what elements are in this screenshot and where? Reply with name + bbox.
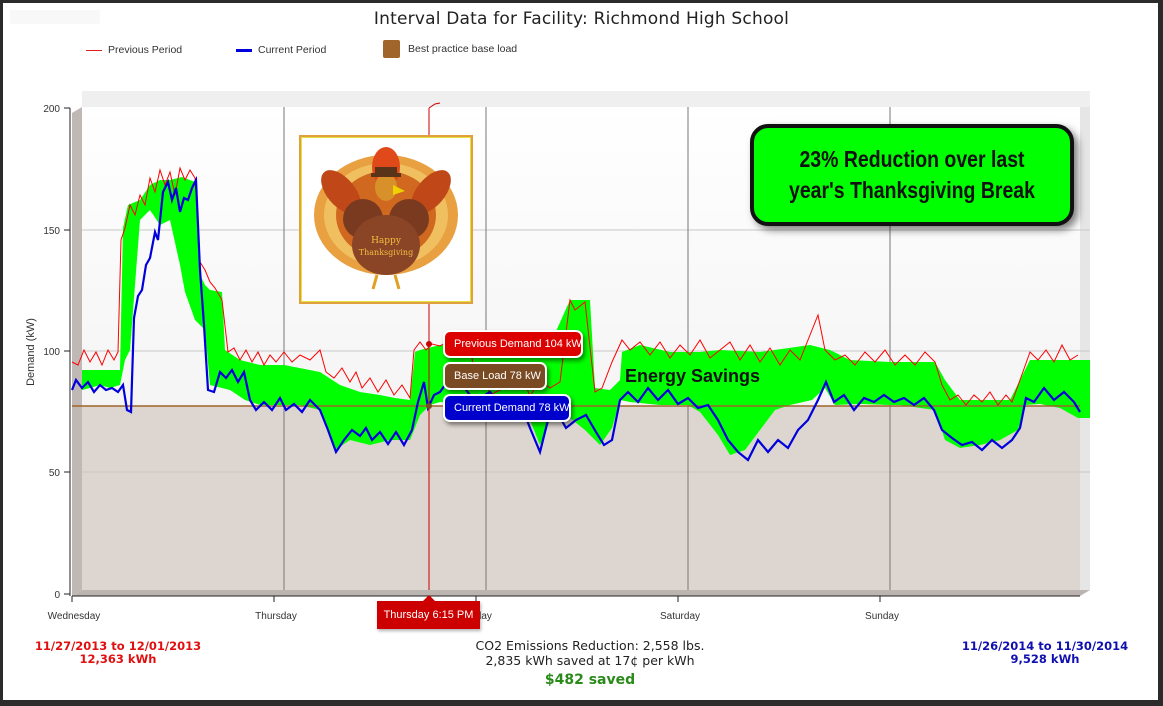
legend-label: Best practice base load xyxy=(408,43,518,55)
svg-text:Happy: Happy xyxy=(371,236,402,246)
savings-summary: CO2 Emissions Reduction: 2,558 lbs. 2,83… xyxy=(420,638,760,688)
x-tick-wednesday: Wednesday xyxy=(48,611,101,622)
previous-range: 11/27/2013 to 12/01/2013 xyxy=(34,639,202,653)
y-tick-0: 0 xyxy=(54,590,60,601)
current-period-summary: 11/26/2014 to 11/30/2014 9,528 kWh xyxy=(955,640,1135,666)
callout-line-1: 23% Reduction over last xyxy=(799,146,1025,172)
chart-title: Interval Data for Facility: Richmond Hig… xyxy=(373,9,790,29)
plot-floor xyxy=(72,590,1090,596)
kwh-saved: 2,835 kWh saved at 17¢ per kWh xyxy=(485,653,695,668)
thanksgiving-turkey-image: Happy Thanksgiving xyxy=(299,135,473,304)
brown-square-icon xyxy=(383,40,400,58)
plot-left-wall xyxy=(72,107,82,596)
crosshair-time-label: Thursday 6:15 PM xyxy=(377,595,480,629)
y-tick-100: 100 xyxy=(43,347,60,358)
logo-watermark xyxy=(10,10,100,24)
turkey-icon: Happy Thanksgiving xyxy=(314,147,458,290)
blue-line-icon xyxy=(236,48,252,52)
co2-reduction: CO2 Emissions Reduction: 2,558 lbs. xyxy=(475,638,705,653)
legend-item-current[interactable]: Current Period xyxy=(236,44,326,56)
previous-kwh: 12,363 kWh xyxy=(79,652,157,666)
plot-top-wall xyxy=(82,91,1090,107)
legend-label: Current Period xyxy=(258,44,327,56)
current-range: 11/26/2014 to 11/30/2014 xyxy=(961,639,1129,653)
x-tick-thursday: Thursday xyxy=(255,611,297,622)
tooltip-base-load: Base Load 78 kW xyxy=(443,362,547,390)
current-kwh: 9,528 kWh xyxy=(1010,652,1080,666)
x-tick-saturday: Saturday xyxy=(660,611,700,622)
previous-point-marker xyxy=(426,341,432,347)
callout-line-2: year's Thanksgiving Break xyxy=(789,177,1035,203)
energy-savings-label: Energy Savings xyxy=(625,366,761,386)
dollars-saved: $482 saved xyxy=(544,672,636,688)
reduction-callout: 23% Reduction over last year's Thanksgiv… xyxy=(750,124,1074,226)
x-tick-sunday: Sunday xyxy=(865,611,899,622)
y-tick-50: 50 xyxy=(49,468,61,479)
energy-savings-area xyxy=(82,177,1090,455)
legend-item-base-load[interactable]: Best practice base load xyxy=(383,40,517,58)
current-point-marker xyxy=(426,403,432,409)
svg-text:Thanksgiving: Thanksgiving xyxy=(359,248,413,257)
tooltip-current-demand: Current Demand 78 kW xyxy=(443,394,571,422)
red-line-icon xyxy=(86,49,102,51)
legend-label: Previous Period xyxy=(108,44,183,56)
previous-period-summary: 11/27/2013 to 12/01/2013 12,363 kWh xyxy=(28,640,208,666)
legend-item-previous[interactable]: Previous Period xyxy=(86,44,182,56)
y-axis-label: Demand (kW) xyxy=(25,318,37,386)
y-tick-200: 200 xyxy=(43,104,60,115)
tooltip-previous-demand: Previous Demand 104 kW xyxy=(443,330,583,358)
y-tick-150: 150 xyxy=(43,226,60,237)
base-load-area xyxy=(82,406,1080,594)
